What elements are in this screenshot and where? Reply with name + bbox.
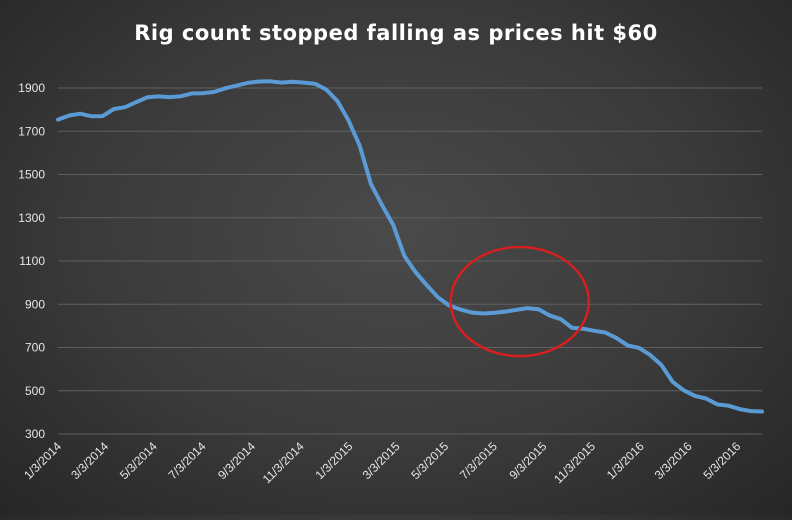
x-tick-label: 9/3/2015 [506, 439, 549, 482]
x-tick-label: 5/3/2015 [408, 439, 451, 482]
x-tick-label: 9/3/2014 [215, 439, 258, 482]
y-tick-label: 300 [25, 427, 45, 441]
series-layer [56, 79, 764, 414]
y-tick-label: 1300 [18, 211, 45, 225]
x-tick-label: 7/3/2014 [166, 439, 209, 482]
chart-title: Rig count stopped falling as prices hit … [134, 21, 658, 45]
x-tick-label: 3/3/2014 [68, 439, 111, 482]
x-tick-label: 1/3/2016 [604, 439, 647, 482]
highlight-ellipse [449, 245, 591, 358]
x-tick-label: 7/3/2015 [457, 439, 500, 482]
y-tick-label: 700 [25, 341, 45, 355]
y-tick-label: 1900 [18, 81, 45, 95]
x-tick-label: 1/3/2015 [313, 439, 356, 482]
y-tick-label: 1100 [19, 254, 45, 268]
y-tick-label: 900 [25, 297, 45, 311]
y-axis: 300 500 700 900 1100 1300 1500 1700 1900 [18, 81, 45, 441]
rig-count-line [56, 79, 764, 414]
x-tick-label: 3/3/2015 [360, 439, 403, 482]
y-tick-label: 1500 [18, 168, 45, 182]
x-tick-label: 5/3/2014 [117, 439, 160, 482]
annotation-layer [449, 245, 591, 358]
x-axis: 1/3/2014 3/3/2014 5/3/2014 7/3/2014 9/3/2014… [21, 439, 743, 486]
x-tick-label: 1/3/2014 [21, 439, 64, 482]
x-tick-label: 5/3/2016 [700, 439, 743, 482]
x-tick-label: 11/3/2015 [551, 439, 598, 486]
y-tick-label: 500 [25, 384, 45, 398]
x-tick-label: 11/3/2014 [260, 439, 307, 486]
x-tick-label: 3/3/2016 [652, 439, 695, 482]
y-tick-label: 1700 [18, 124, 45, 138]
